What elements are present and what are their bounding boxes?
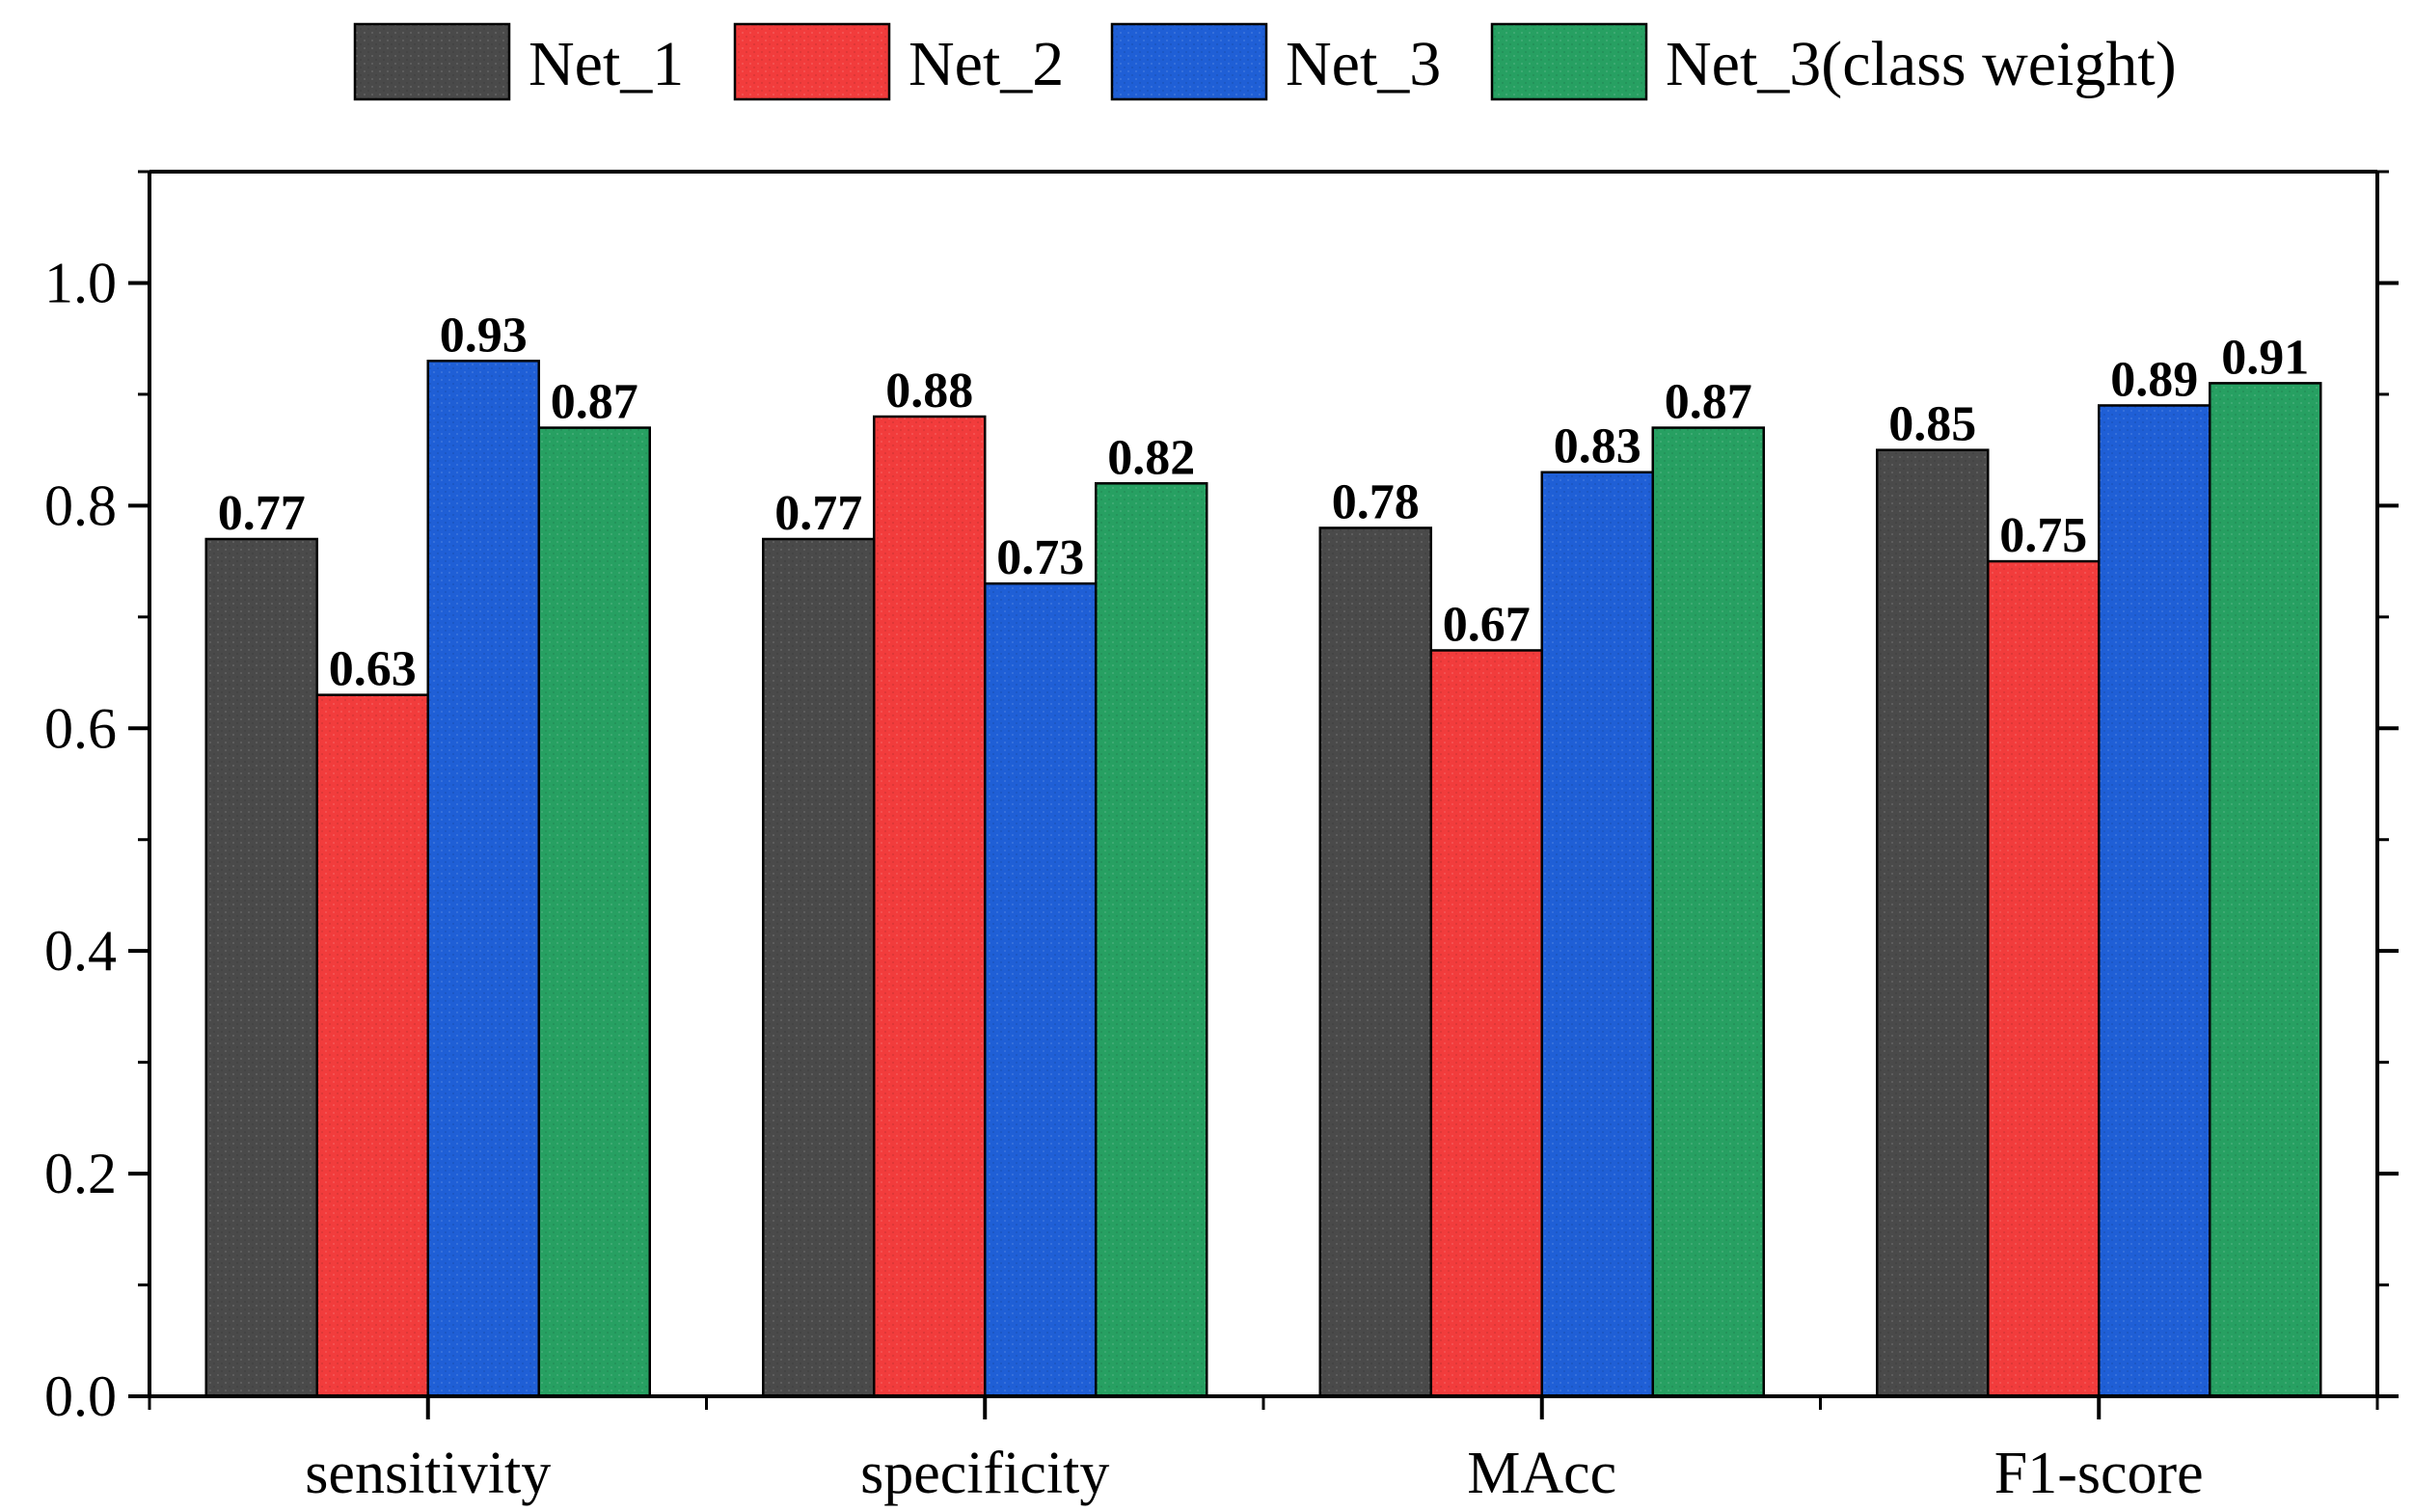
bar-value-label: 0.93: [440, 308, 528, 363]
legend-swatch-Net_1: [353, 22, 511, 101]
x-category-label: MAcc: [1467, 1441, 1616, 1506]
bar-Net_3-F1-score: [2098, 404, 2211, 1398]
bar-Net_3(class weight)-MAcc: [1651, 426, 1765, 1398]
bar-value-label: 0.91: [2221, 330, 2309, 385]
y-tick-label: 0.2: [44, 1142, 117, 1205]
bar-value-label: 0.85: [1888, 397, 1976, 452]
bar-value-label: 0.75: [1999, 508, 2087, 563]
bar-value-label: 0.78: [1332, 474, 1420, 529]
bar-Net_2-F1-score: [1987, 559, 2101, 1398]
bar-Net_1-MAcc: [1318, 526, 1432, 1398]
bar-value-label: 0.87: [551, 375, 638, 430]
x-category-label: F1-score: [1994, 1441, 2204, 1506]
legend-label: Net_3(class weight): [1666, 29, 2177, 99]
bar-Net_3-specificity: [984, 581, 1098, 1398]
legend-swatch-Net_3: [1110, 22, 1268, 101]
legend-swatch-Net_2: [733, 22, 891, 101]
x-category-label: specificity: [860, 1441, 1109, 1506]
legend-label: Net_3: [1286, 29, 1441, 99]
bar-Net_3-MAcc: [1540, 471, 1654, 1398]
bar-value-label: 0.67: [1443, 597, 1531, 652]
axes: 0.0 0.2 0.4 0.6 0.8 1.0 sensitivity specificity…: [44, 170, 2399, 1506]
y-tick-label: 1.0: [44, 251, 117, 314]
bar-value-label: 0.83: [1554, 419, 1641, 474]
x-category-label: sensitivity: [305, 1441, 551, 1506]
bar-Net_2-specificity: [873, 415, 987, 1398]
legend-label: Net_1: [529, 29, 684, 99]
bar-Net_1-F1-score: [1876, 448, 1990, 1398]
bar-value-labels: 0.77 0.63 0.93 0.87 0.77 0.88 0.73 0.82 0.78 0.67…: [218, 308, 2310, 696]
bar-Net_3(class weight)-sensitivity: [537, 426, 651, 1398]
y-tick-label: 0.6: [44, 696, 117, 760]
bar-value-label: 0.73: [996, 530, 1084, 585]
bar-Net_2-sensitivity: [315, 693, 429, 1398]
bars: [204, 360, 2322, 1398]
bar-value-label: 0.77: [774, 486, 862, 541]
y-tick-label: 0.4: [44, 919, 117, 983]
bar-value-label: 0.87: [1665, 375, 1752, 430]
bar-Net_3(class weight)-F1-score: [2209, 382, 2322, 1398]
y-tick-label: 0.8: [44, 473, 117, 537]
bar-Net_3(class weight)-specificity: [1095, 482, 1208, 1398]
bar-value-label: 0.77: [218, 486, 306, 541]
legend: Net_1 Net_2 Net_3 Net_3(class weight): [353, 22, 2177, 101]
bar-Net_2-MAcc: [1429, 649, 1543, 1398]
bar-Net_1-specificity: [762, 537, 876, 1398]
bar-Net_1-sensitivity: [204, 537, 318, 1398]
bar-value-label: 0.88: [885, 364, 973, 418]
bar-Net_3-sensitivity: [426, 360, 540, 1398]
y-tick-label: 0.0: [44, 1364, 117, 1428]
bar-value-label: 0.89: [2110, 352, 2198, 407]
bar-value-label: 0.82: [1107, 430, 1195, 485]
legend-swatch-Net_3(class weight): [1490, 22, 1648, 101]
bar-value-label: 0.63: [329, 642, 417, 697]
legend-label: Net_2: [909, 29, 1064, 99]
